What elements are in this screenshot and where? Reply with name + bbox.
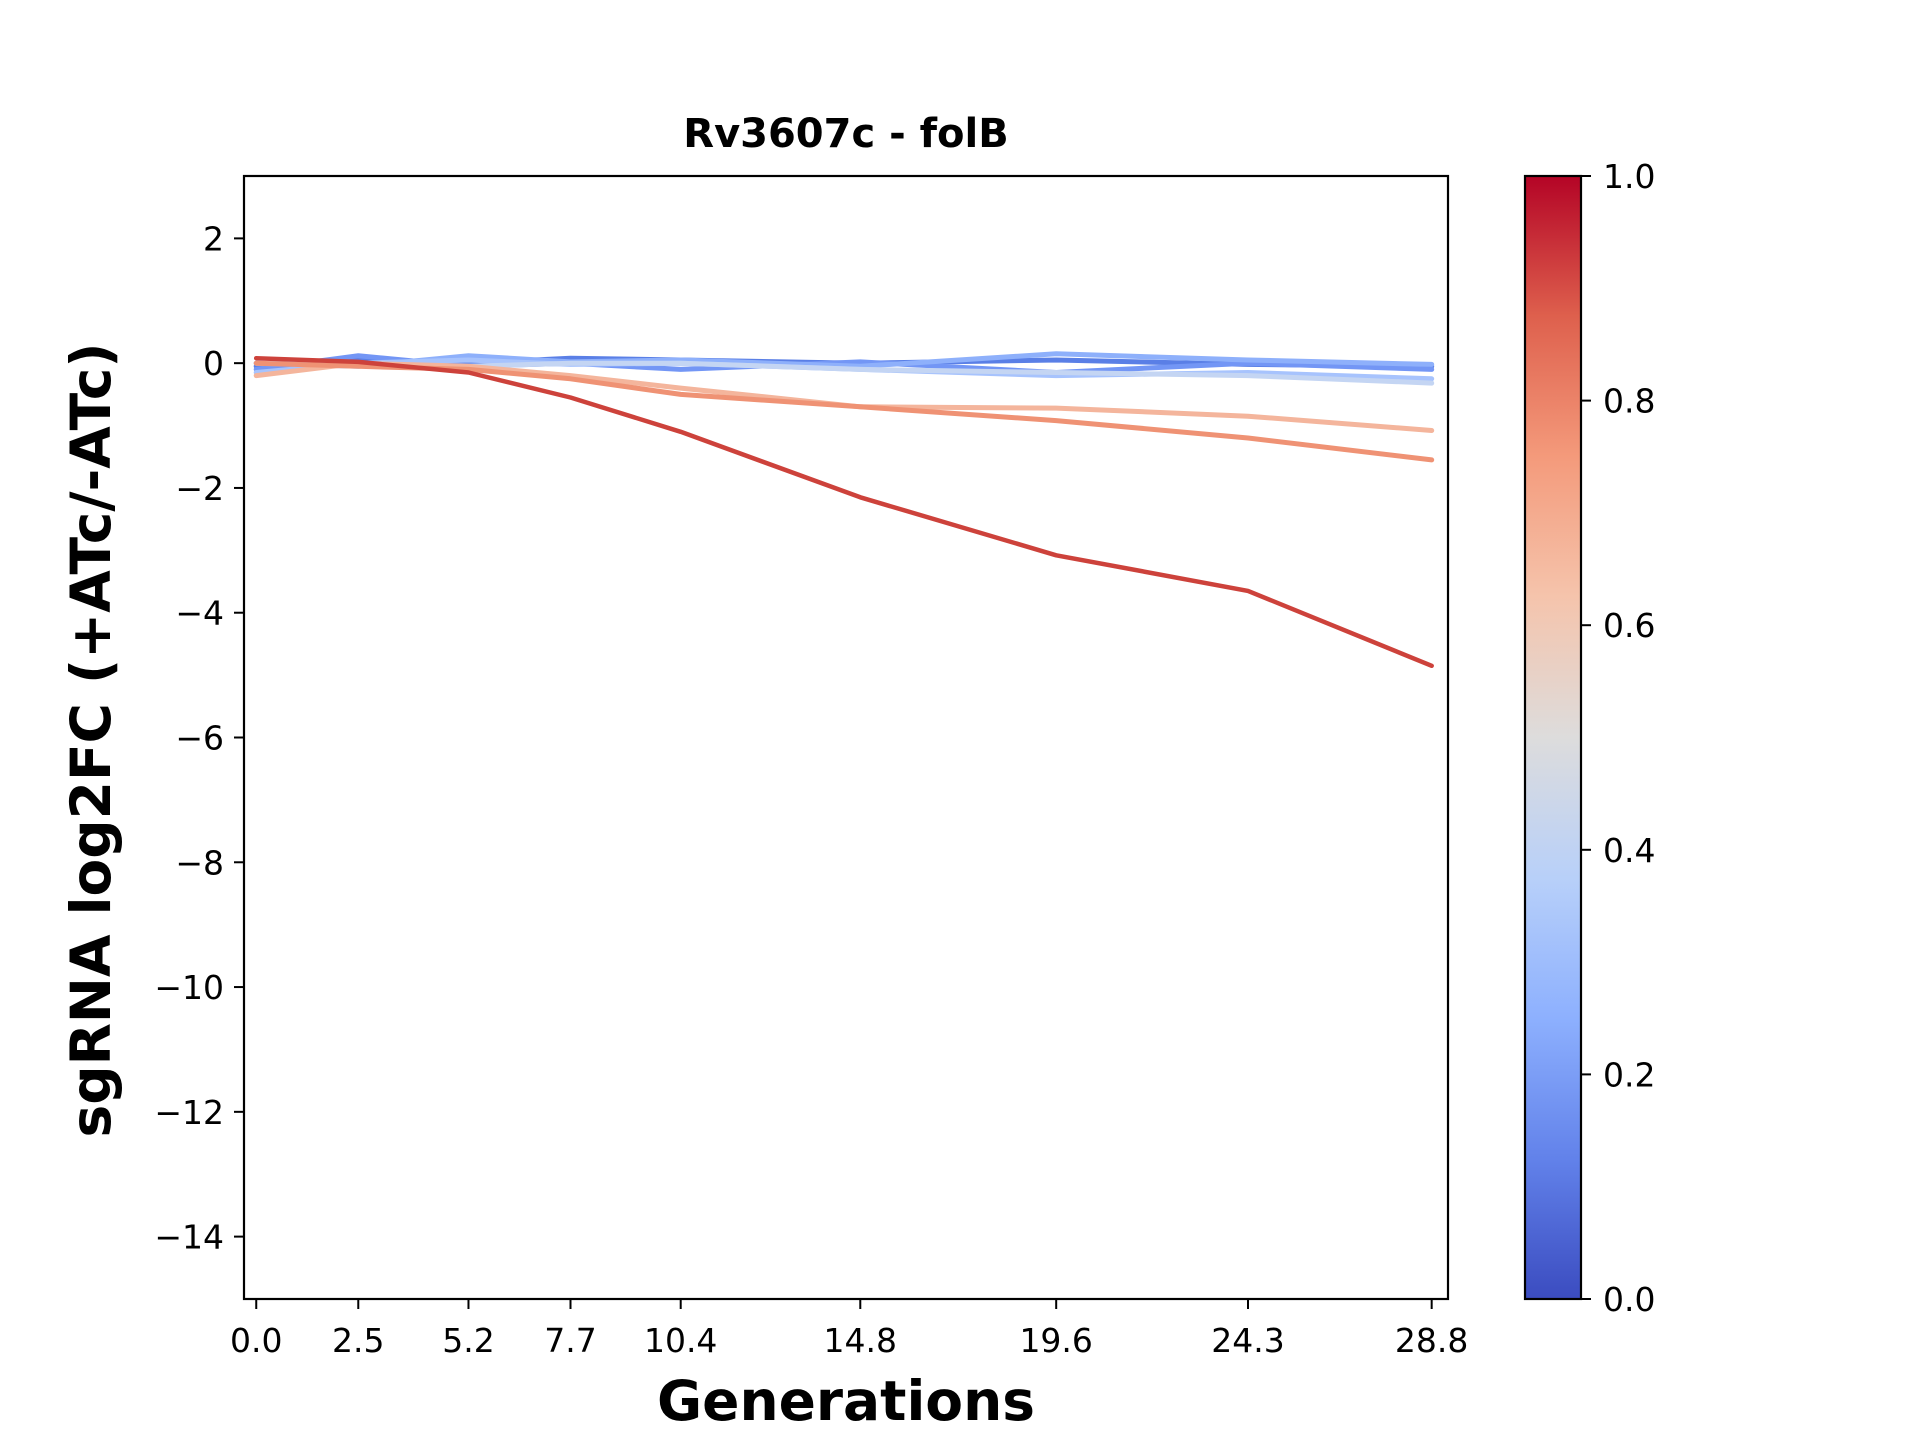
x-tick-label: 2.5 (332, 1321, 384, 1360)
x-axis: 0.0 2.5 5.2 7.7 10.4 14.8 19.6 24.3 28.8 (230, 1299, 1468, 1360)
series-layer (253, 351, 1435, 669)
y-tick-label: 0 (203, 344, 224, 383)
series-line (253, 355, 1434, 669)
colorbar-tick-label: 1.0 (1603, 157, 1655, 196)
x-tick-label: 10.4 (644, 1321, 717, 1360)
x-tick-label: 28.8 (1395, 1321, 1468, 1360)
colorbar-tick-label: 0.6 (1603, 606, 1655, 645)
x-tick-label: 19.6 (1019, 1321, 1092, 1360)
colorbar-tick-label: 0.0 (1603, 1280, 1655, 1319)
y-tick-label: −14 (154, 1218, 224, 1257)
colorbar-gradient (1525, 176, 1581, 1299)
series-line (253, 353, 1435, 375)
colorbar-ticks: 0.0 0.2 0.4 0.6 0.8 1.0 (1581, 157, 1655, 1319)
x-tick-label: 5.2 (442, 1321, 494, 1360)
y-tick-label: −10 (154, 968, 224, 1007)
x-tick-label: 7.7 (544, 1321, 596, 1360)
colorbar-tick-label: 0.8 (1603, 382, 1655, 421)
x-axis-label: Generations (657, 1369, 1035, 1433)
plot-frame (242, 174, 1450, 1301)
x-tick-label: 0.0 (230, 1321, 282, 1360)
y-axis-label: sgRNA log2FC (+ATc/-ATc) (59, 342, 123, 1137)
colorbar-tick-label: 0.4 (1603, 831, 1655, 870)
colorbar: 0.0 0.2 0.4 0.6 0.8 1.0 (1523, 157, 1655, 1319)
x-tick-label: 24.3 (1211, 1321, 1284, 1360)
x-tick-label: 14.8 (824, 1321, 897, 1360)
y-tick-label: −12 (154, 1093, 224, 1132)
y-tick-label: −2 (175, 469, 224, 508)
y-axis: 2 0 −2 −4 −6 −8 −10 −12 −14 (154, 219, 244, 1257)
y-tick-label: −4 (175, 594, 224, 633)
colorbar-tick-label: 0.2 (1603, 1055, 1655, 1094)
chart-title: Rv3607c - folB (683, 111, 1008, 157)
y-tick-label: 2 (203, 219, 224, 258)
y-tick-label: −8 (175, 843, 224, 882)
y-tick-label: −6 (175, 719, 224, 758)
colorbar-frame (1523, 174, 1583, 1301)
